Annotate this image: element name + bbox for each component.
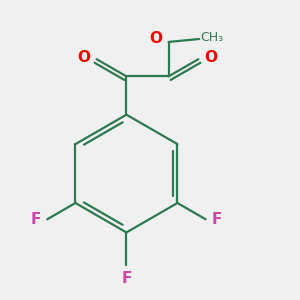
Text: O: O xyxy=(150,32,163,46)
Text: O: O xyxy=(78,50,91,65)
Text: F: F xyxy=(121,271,132,286)
Text: F: F xyxy=(31,212,41,227)
Text: CH₃: CH₃ xyxy=(201,31,224,44)
Text: F: F xyxy=(212,212,222,227)
Text: O: O xyxy=(204,50,217,65)
